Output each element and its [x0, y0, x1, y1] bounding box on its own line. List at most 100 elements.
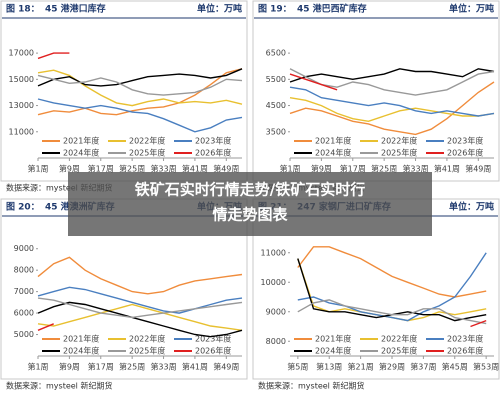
unit-label: 单位：万吨 [449, 3, 494, 15]
x-tick-label: 第25周 [119, 164, 145, 174]
x-tick-label: 第29周 [379, 362, 405, 372]
legend-label: 2025年度 [381, 148, 417, 158]
legend-label: 2024年度 [315, 148, 351, 158]
x-tick-label: 第1周 [27, 164, 48, 174]
series-line [37, 74, 243, 96]
x-tick-label: 第49周 [465, 164, 491, 174]
series-line [37, 68, 243, 116]
legend-label: 2025年度 [129, 148, 165, 158]
series-line [289, 97, 495, 123]
x-tick-label: 第5周 [287, 362, 308, 372]
chart-number: 图 20： [6, 202, 40, 213]
source-note: 数据来源：mysteel 新纪期货 [6, 183, 112, 193]
y-tick-label: 6000 [14, 309, 34, 318]
x-tick-label: 第9周 [59, 164, 80, 174]
legend-label: 2021年度 [315, 334, 351, 344]
x-tick-label: 第45周 [442, 362, 468, 372]
legend-label: 2024年度 [63, 346, 99, 356]
legend-label: 2025年度 [129, 346, 165, 356]
y-tick-label: 4500 [266, 101, 286, 110]
x-tick-label: 第33周 [402, 164, 428, 174]
y-tick-label: 5000 [14, 330, 34, 339]
legend-label: 2022年度 [381, 136, 417, 146]
y-tick-label: 11000 [261, 248, 286, 257]
series-line [289, 81, 495, 136]
source-note: 数据来源：mysteel 新纪期货 [6, 381, 112, 391]
y-tick-label: 9000 [14, 244, 34, 253]
chart-number: 图 19： [258, 4, 292, 15]
x-tick-label: 第41周 [182, 362, 208, 372]
x-tick-label: 第41周 [434, 164, 460, 174]
series-line [37, 98, 243, 133]
x-tick-label: 第41周 [182, 164, 208, 174]
x-tick-label: 第1周 [279, 164, 300, 174]
x-tick-label: 第21周 [348, 362, 374, 372]
source-note: 数据来源：mysteel 新纪期货 [258, 381, 364, 391]
legend-label: 2026年度 [195, 148, 231, 158]
y-tick-label: 8000 [266, 337, 286, 346]
series-line [37, 297, 243, 319]
x-tick-label: 第13周 [316, 362, 342, 372]
y-tick-label: 10000 [261, 278, 286, 287]
y-tick-label: 3500 [266, 127, 286, 136]
series-line [37, 301, 243, 338]
series-line [297, 299, 487, 325]
legend-label: 2021年度 [63, 136, 99, 146]
series-line [37, 286, 243, 314]
overlay-box [68, 172, 432, 236]
series-line [289, 86, 495, 117]
chart-title: 45 港巴西矿库存 [297, 3, 367, 15]
legend-label: 2022年度 [129, 136, 165, 146]
series-line [37, 52, 70, 60]
series-line [37, 303, 243, 331]
x-tick-label: 第25周 [371, 164, 397, 174]
series-line [289, 73, 338, 91]
chart-number: 图 18： [6, 4, 40, 15]
unit-label: 单位：万吨 [449, 201, 494, 213]
legend-label: 2023年度 [195, 334, 231, 344]
x-tick-label: 第9周 [59, 362, 80, 372]
legend-label: 2026年度 [447, 148, 483, 158]
legend-label: 2023年度 [447, 334, 483, 344]
y-tick-label: 8000 [14, 266, 34, 275]
overlay-title: 铁矿石实时行情走势/铁矿石实时行 [135, 181, 365, 199]
legend-label: 2022年度 [129, 334, 165, 344]
legend-label: 2021年度 [315, 136, 351, 146]
series-line [37, 69, 243, 107]
x-tick-label: 第49周 [213, 164, 239, 174]
x-tick-label: 第9周 [311, 164, 332, 174]
overlay-title: 情走势图表 [212, 206, 288, 224]
unit-label: 单位：万吨 [197, 3, 242, 15]
legend-label: 2026年度 [195, 346, 231, 356]
x-tick-label: 第33周 [150, 362, 176, 372]
x-tick-label: 第25周 [119, 362, 145, 372]
series-line [37, 323, 54, 331]
series-line [37, 68, 243, 87]
legend-label: 2026年度 [447, 346, 483, 356]
series-line [470, 319, 487, 328]
y-tick-label: 15000 [9, 75, 34, 84]
legend-label: 2022年度 [381, 334, 417, 344]
x-tick-label: 第53周 [473, 362, 499, 372]
series-line [297, 252, 487, 322]
x-tick-label: 第49周 [213, 362, 239, 372]
chart-title: 45 港港口库存 [45, 3, 106, 15]
series-line [37, 256, 243, 295]
y-tick-label: 9000 [266, 307, 286, 316]
y-tick-label: 7000 [14, 287, 34, 296]
x-tick-label: 第17周 [340, 164, 366, 174]
legend-label: 2025年度 [381, 346, 417, 356]
x-tick-label: 第17周 [88, 164, 114, 174]
legend-label: 2023年度 [447, 136, 483, 146]
x-tick-label: 第1周 [27, 362, 48, 372]
x-tick-label: 第37周 [410, 362, 436, 372]
y-tick-label: 5500 [266, 75, 286, 84]
series-line [289, 68, 495, 83]
y-tick-label: 13000 [9, 101, 34, 110]
legend-label: 2024年度 [315, 346, 351, 356]
y-tick-label: 6500 [266, 49, 286, 58]
